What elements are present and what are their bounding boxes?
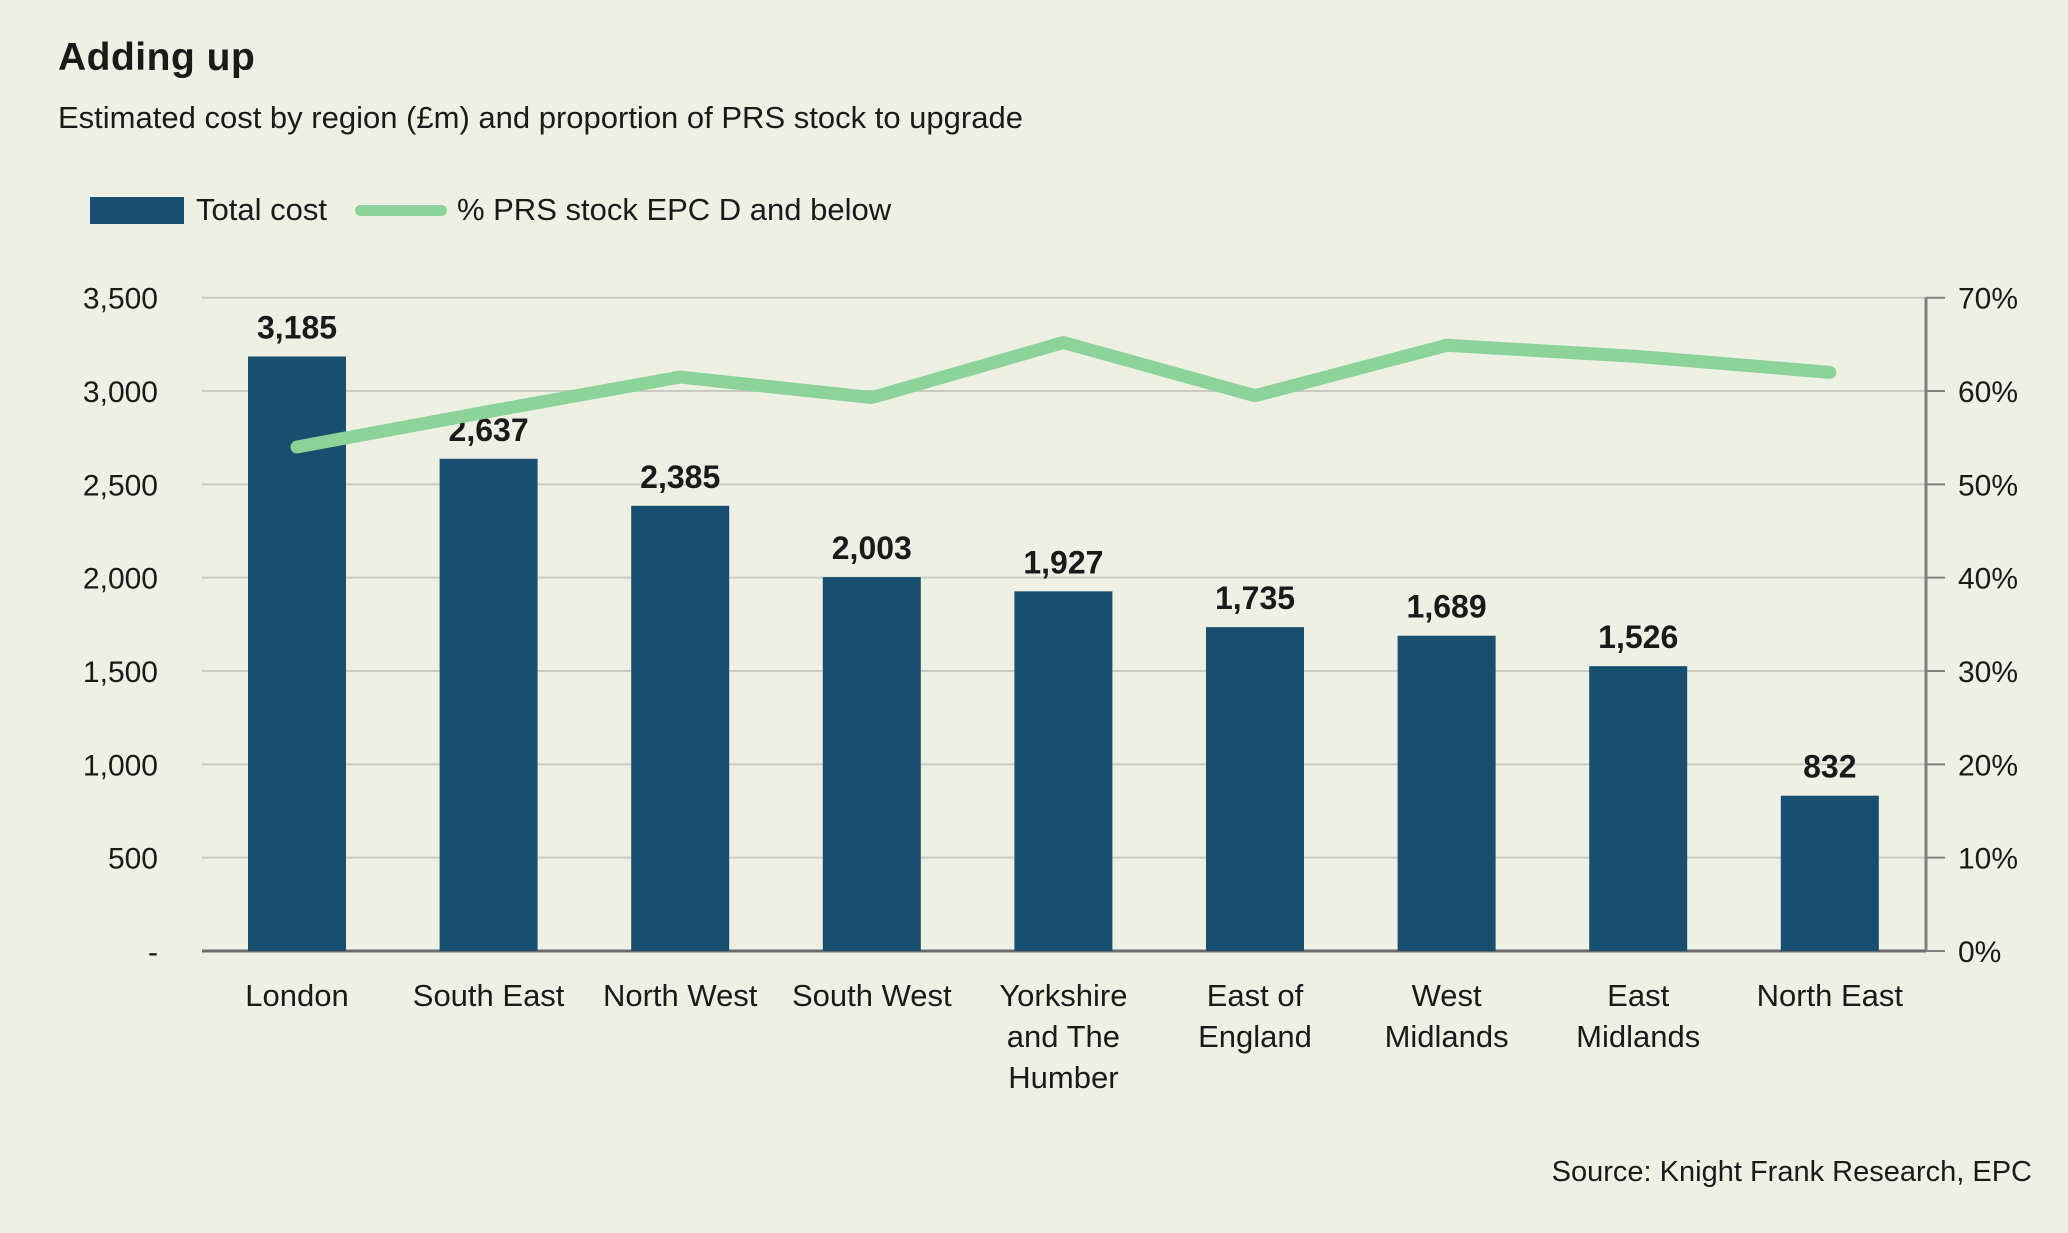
bar-east-midlands	[1589, 666, 1688, 951]
bar-value-label: 3,185	[257, 309, 337, 345]
x-axis-label-yorkshire-and-the-humber: Humber	[1008, 1060, 1118, 1095]
x-axis-label-east-of-england: England	[1198, 1019, 1312, 1054]
bar-value-label: 1,526	[1598, 619, 1678, 655]
bar-east-of-england	[1206, 627, 1304, 951]
prs-stock-line	[290, 335, 1837, 454]
right-axis-tick-label: 30%	[1958, 656, 2018, 689]
left-axis-tick-label: 2,000	[83, 563, 158, 596]
left-axis-tick-label: 2,500	[83, 469, 158, 502]
bar-value-label: 1,927	[1023, 544, 1103, 580]
x-axis-label-south-west: South West	[792, 978, 952, 1013]
bar-south-west	[822, 577, 921, 951]
x-axis-label-east-of-england: East of	[1207, 978, 1304, 1013]
bar-yorkshire-and-the-humber	[1014, 591, 1113, 951]
right-axis-tick-label: 70%	[1958, 283, 2018, 316]
x-axis-label-yorkshire-and-the-humber: and The	[1007, 1019, 1120, 1054]
bar-value-label: 1,689	[1407, 589, 1487, 625]
legend-label-prs-stock: % PRS stock EPC D and below	[456, 192, 892, 227]
x-axis-label-east-midlands: Midlands	[1576, 1019, 1700, 1054]
bar-value-label: 1,735	[1215, 580, 1295, 616]
chart-subtitle: Estimated cost by region (£m) and propor…	[58, 100, 1023, 135]
bar-north-east	[1780, 795, 1879, 951]
right-axis-tick-label: 10%	[1958, 843, 2018, 876]
x-axis-label-north-east: North East	[1757, 978, 1904, 1013]
page-title: Adding up	[58, 36, 256, 79]
left-axis-tick-label: 1,500	[83, 656, 158, 689]
bar-value-label: 832	[1803, 749, 1856, 785]
right-axis-tick-label: 20%	[1958, 749, 2018, 782]
x-axis-label-west-midlands: Midlands	[1385, 1019, 1509, 1054]
legend-line-swatch-icon	[354, 204, 447, 216]
bar-west-midlands	[1397, 635, 1496, 951]
source-note: Source: Knight Frank Research, EPC	[1551, 1156, 2032, 1188]
x-axis-label-north-west: North West	[603, 978, 758, 1013]
x-axis-label-london: London	[245, 978, 348, 1013]
left-axis-tick-label: 3,000	[83, 376, 158, 409]
bar-north-west	[631, 505, 730, 951]
right-axis-tick-label: 0%	[1958, 936, 2001, 969]
left-axis-tick-label: 1,000	[83, 749, 158, 782]
x-axis-label-south-east: South East	[413, 978, 565, 1013]
x-axis-label-west-midlands: West	[1412, 978, 1482, 1013]
right-axis-tick-label: 40%	[1958, 563, 2018, 596]
legend-label-total-cost: Total cost	[196, 192, 327, 227]
bar-value-label: 2,385	[640, 459, 720, 495]
bar-value-label: 2,003	[832, 530, 912, 566]
bar-south-east	[439, 458, 538, 951]
right-axis-tick-label: 50%	[1958, 469, 2018, 502]
x-axis-label-east-midlands: East	[1607, 978, 1669, 1013]
left-axis-tick-label: -	[148, 936, 158, 969]
legend: Total cost % PRS stock EPC D and below	[90, 192, 891, 228]
bar-london	[248, 356, 346, 951]
left-axis-tick-label: 3,500	[83, 283, 158, 316]
x-axis-label-yorkshire-and-the-humber: Yorkshire	[999, 978, 1127, 1013]
legend-bar-swatch-icon	[90, 196, 184, 224]
right-axis-tick-label: 60%	[1958, 376, 2018, 409]
left-axis-tick-label: 500	[108, 843, 158, 876]
